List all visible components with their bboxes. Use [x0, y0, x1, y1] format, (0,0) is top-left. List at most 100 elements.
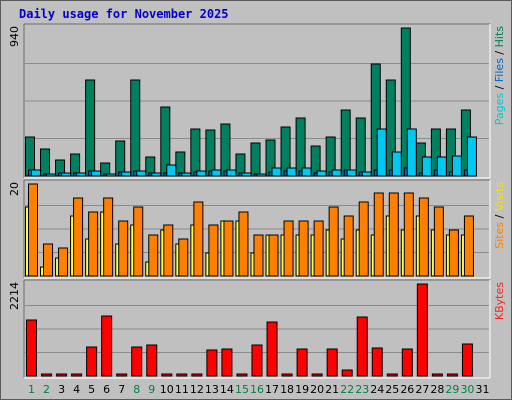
bar-kbytes-1: [26, 319, 37, 377]
x-tick-label-26: 26: [400, 383, 414, 396]
x-tick-label-8: 8: [133, 383, 140, 396]
bar-sites-24: [373, 192, 384, 277]
bar-pages-3: [61, 172, 72, 177]
bar-kbytes-23: [356, 316, 368, 377]
bar-sites-7: [118, 220, 129, 277]
bar-pages-19: [301, 167, 312, 177]
bar-hits-16: [250, 142, 261, 177]
bar-kbytes-2: [41, 373, 53, 377]
bar-pages-1: [31, 169, 41, 177]
bar-sites-20: [313, 220, 324, 277]
bar-kbytes-20: [311, 373, 323, 377]
bar-pages-14: [226, 169, 237, 177]
bar-hits-19: [295, 117, 306, 177]
bar-pages-26: [406, 128, 417, 177]
x-tick-label-29: 29: [445, 383, 459, 396]
bar-sites-2: [43, 243, 54, 277]
bar-hits-12: [190, 128, 201, 177]
legend-entry: /: [493, 211, 506, 222]
bar-kbytes-12: [191, 373, 203, 377]
bar-kbytes-5: [86, 346, 98, 377]
bar-sites-8: [133, 206, 144, 277]
legend-entry: Hits: [493, 26, 506, 48]
x-tick-label-23: 23: [355, 383, 369, 396]
legend-hits-files-pages: Pages / Files / Hits: [493, 26, 506, 126]
bar-sites-17: [268, 234, 279, 277]
bar-hits-13: [205, 129, 216, 177]
legend-entry: Pages: [493, 93, 506, 126]
bar-hits-5: [85, 79, 96, 177]
bar-kbytes-24: [371, 347, 383, 377]
x-tick-label-20: 20: [310, 383, 324, 396]
bar-kbytes-17: [266, 321, 278, 377]
bar-kbytes-19: [296, 348, 308, 377]
bar-pages-10: [166, 164, 177, 177]
bar-sites-21: [328, 206, 339, 277]
bar-pages-20: [316, 170, 327, 177]
x-tick-label-30: 30: [460, 383, 474, 396]
x-tick-label-1: 1: [28, 383, 35, 396]
chart-title: Daily usage for November 2025: [19, 7, 229, 21]
x-tick-label-7: 7: [118, 383, 125, 396]
bar-pages-28: [436, 156, 447, 177]
bar-kbytes-4: [71, 373, 83, 377]
bar-kbytes-3: [56, 373, 68, 377]
bar-sites-9: [148, 234, 159, 277]
bar-pages-9: [151, 172, 162, 177]
bar-sites-3: [58, 247, 69, 277]
bar-sites-22: [343, 215, 354, 277]
bar-kbytes-13: [206, 349, 218, 377]
bar-pages-18: [286, 167, 297, 177]
bar-pages-23: [361, 171, 372, 177]
x-tick-label-25: 25: [385, 383, 399, 396]
bar-pages-7: [121, 171, 132, 177]
bar-sites-25: [388, 192, 399, 277]
bar-pages-21: [331, 169, 342, 177]
legend-kbytes: KBytes: [493, 282, 506, 320]
x-tick-label-22: 22: [340, 383, 354, 396]
bar-kbytes-29: [446, 373, 458, 377]
legend-visits-sites: Sites / Visits: [493, 182, 506, 249]
bar-pages-12: [196, 170, 207, 177]
x-tick-label-19: 19: [295, 383, 309, 396]
x-tick-label-2: 2: [43, 383, 50, 396]
legend-entry: /: [493, 47, 506, 58]
bar-kbytes-10: [161, 373, 173, 377]
x-tick-label-11: 11: [175, 383, 189, 396]
bar-sites-28: [433, 206, 444, 277]
y-max-label-visits-sites: 20: [8, 182, 21, 196]
bar-kbytes-26: [401, 348, 413, 377]
bar-hits-7: [115, 140, 126, 177]
bar-kbytes-14: [221, 348, 233, 377]
bar-pages-25: [391, 151, 402, 177]
bar-kbytes-28: [431, 373, 443, 377]
bar-sites-5: [88, 211, 99, 277]
x-tick-label-4: 4: [73, 383, 80, 396]
bar-pages-27: [421, 156, 432, 177]
bar-kbytes-11: [176, 373, 188, 377]
x-tick-label-21: 21: [325, 383, 339, 396]
bar-pages-22: [346, 169, 357, 177]
x-tick-label-15: 15: [235, 383, 249, 396]
x-tick-label-13: 13: [205, 383, 219, 396]
bar-hits-8: [130, 79, 141, 177]
bar-pages-6: [106, 173, 117, 177]
bar-sites-4: [73, 197, 84, 277]
bar-sites-13: [208, 224, 219, 277]
bar-kbytes-8: [131, 346, 143, 377]
bar-kbytes-7: [116, 373, 128, 377]
legend-entry: KBytes: [493, 282, 506, 320]
bar-hits-2: [40, 148, 51, 177]
bar-sites-6: [103, 197, 114, 277]
y-max-label-kbytes: 2214: [8, 282, 21, 310]
bar-pages-4: [76, 172, 87, 177]
x-tick-label-3: 3: [58, 383, 65, 396]
bar-pages-5: [91, 170, 102, 177]
x-tick-label-9: 9: [148, 383, 155, 396]
bar-kbytes-27: [416, 283, 428, 377]
bar-pages-29: [451, 155, 462, 177]
bar-kbytes-25: [386, 373, 398, 377]
bar-pages-15: [241, 172, 252, 177]
x-tick-label-27: 27: [415, 383, 429, 396]
bar-kbytes-15: [236, 373, 248, 377]
